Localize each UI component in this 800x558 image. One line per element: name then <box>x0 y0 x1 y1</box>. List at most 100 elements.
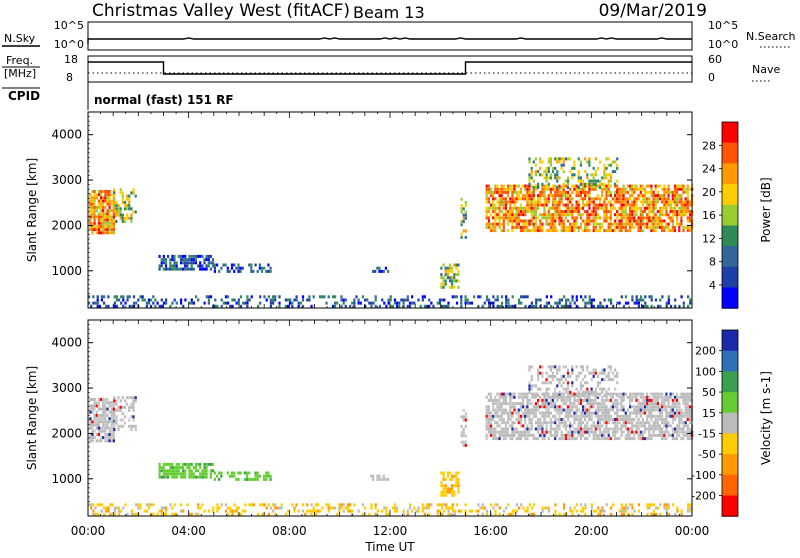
heatmap-cell <box>502 197 505 201</box>
heatmap-cell <box>584 430 587 434</box>
heatmap-cell <box>522 398 525 402</box>
heatmap-cell <box>528 206 531 210</box>
heatmap-cell <box>581 206 585 210</box>
heatmap-cell <box>586 194 589 198</box>
heatmap-cell <box>646 437 649 441</box>
heatmap-cell <box>421 295 424 299</box>
heatmap-cell <box>209 254 212 258</box>
heatmap-cell <box>104 221 107 225</box>
heatmap-cell <box>680 418 683 421</box>
heatmap-cell <box>571 437 574 441</box>
heatmap-cell <box>646 398 649 402</box>
heatmap-cell <box>579 216 582 220</box>
heatmap-cell <box>556 176 559 180</box>
heatmap-cell <box>665 414 668 418</box>
heatmap-cell <box>603 173 606 177</box>
heatmap-cell <box>577 210 580 213</box>
heatmap-cell <box>190 462 193 466</box>
heatmap-cell <box>160 512 163 516</box>
heatmap-cell <box>641 184 644 188</box>
heatmap-cell <box>190 512 193 516</box>
heatmap-cell <box>274 503 277 507</box>
heatmap-cell <box>556 430 559 434</box>
heatmap-cell <box>104 228 107 232</box>
heatmap-cell <box>132 295 136 299</box>
heatmap-cell <box>581 430 585 434</box>
heatmap-cell <box>654 414 657 418</box>
heatmap-cell <box>592 405 595 409</box>
heatmap-cell <box>496 216 499 220</box>
heatmap-cell <box>686 392 689 396</box>
heatmap-cell <box>256 269 259 273</box>
heatmap-cell <box>94 506 97 510</box>
heatmap-cell <box>629 216 632 220</box>
heatmap-cell <box>599 301 602 305</box>
heatmap-cell <box>571 433 574 437</box>
heatmap-cell <box>611 206 614 210</box>
heatmap-cell <box>511 213 514 217</box>
heatmap-cell <box>551 365 555 369</box>
heatmap-cell <box>528 200 531 204</box>
heatmap-cell <box>197 506 200 510</box>
heatmap-cell <box>93 215 96 219</box>
heatmap-cell <box>629 414 632 418</box>
heatmap-cell <box>301 295 305 299</box>
heatmap-cell <box>629 229 632 233</box>
heatmap-cell <box>220 304 223 308</box>
heatmap-cell <box>150 298 153 302</box>
heatmap-cell <box>643 222 647 226</box>
heatmap-cell <box>106 218 109 222</box>
heatmap-cell <box>581 408 585 412</box>
heatmap-cell <box>663 200 666 204</box>
heatmap-cell <box>575 414 578 418</box>
heatmap-cell <box>579 427 582 431</box>
heatmap-cell <box>230 471 234 475</box>
heatmap-cell <box>594 424 597 428</box>
heatmap-cell <box>145 301 148 305</box>
heatmap-cell <box>503 509 506 513</box>
heatmap-cell <box>584 381 587 385</box>
heatmap-cell <box>571 402 574 406</box>
heatmap-cell <box>526 222 529 226</box>
heatmap-cell <box>121 396 124 400</box>
heatmap-cell <box>104 225 107 228</box>
heatmap-cell <box>209 475 212 479</box>
heatmap-cell <box>537 398 540 402</box>
heatmap-cell <box>184 298 187 302</box>
heatmap-cell <box>667 190 670 194</box>
heatmap-cell <box>584 210 587 213</box>
heatmap-cell <box>554 402 557 406</box>
heatmap-cell <box>684 206 687 210</box>
heatmap-cell <box>611 203 614 207</box>
heatmap-cell <box>115 295 118 299</box>
heatmap-cell <box>658 219 662 223</box>
heatmap-cell <box>205 462 208 466</box>
heatmap-cell <box>603 170 606 174</box>
heatmap-cell <box>507 194 510 198</box>
heatmap-cell <box>637 509 640 513</box>
heatmap-cell <box>498 395 501 399</box>
heatmap-cell <box>669 190 672 194</box>
heatmap-cell <box>97 218 100 222</box>
heatmap-cell <box>130 509 133 513</box>
heatmap-cell <box>442 276 445 280</box>
heatmap-cell <box>97 404 100 408</box>
heatmap-cell <box>624 418 627 421</box>
heatmap-cell <box>579 398 582 402</box>
heatmap-cell <box>492 295 495 299</box>
heatmap-cell <box>584 405 587 409</box>
heatmap-cell <box>554 408 557 412</box>
heatmap-cell <box>504 424 508 428</box>
heatmap-cell <box>117 210 120 214</box>
heatmap-cell <box>128 405 131 409</box>
heatmap-cell <box>678 424 681 428</box>
heatmap-cell <box>428 304 431 308</box>
heatmap-cell <box>489 430 493 434</box>
heatmap-cell <box>539 219 542 223</box>
heatmap-cell <box>624 203 627 207</box>
heatmap-cell <box>108 436 111 440</box>
heatmap-cell <box>261 512 264 516</box>
heatmap-cell <box>682 411 685 415</box>
heatmap-cell <box>235 477 238 481</box>
heatmap-cell <box>641 216 644 220</box>
